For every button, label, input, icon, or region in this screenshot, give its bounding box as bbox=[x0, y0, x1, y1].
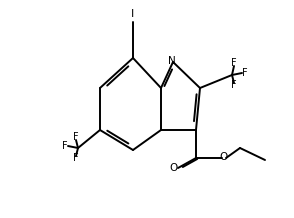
Text: F: F bbox=[62, 141, 68, 151]
Text: I: I bbox=[131, 9, 135, 19]
Text: F: F bbox=[73, 132, 79, 142]
Text: O: O bbox=[170, 163, 178, 173]
Text: O: O bbox=[219, 152, 227, 162]
Text: F: F bbox=[73, 153, 79, 163]
Text: F: F bbox=[242, 68, 248, 78]
Text: F: F bbox=[231, 58, 237, 68]
Text: F: F bbox=[231, 80, 237, 90]
Text: N: N bbox=[168, 56, 176, 66]
